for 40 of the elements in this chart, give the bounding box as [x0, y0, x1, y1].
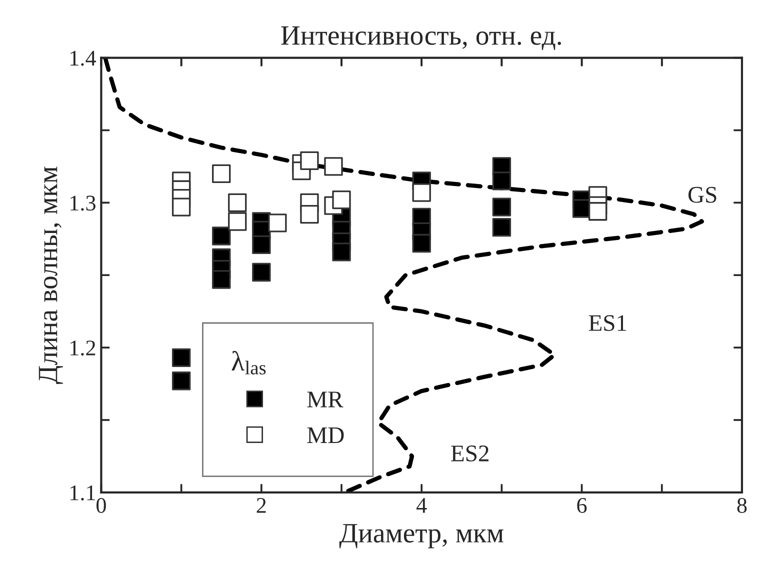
point	[492, 218, 512, 237]
point	[212, 164, 231, 184]
y-tick-label: 1.1	[70, 485, 96, 500]
point	[588, 202, 608, 221]
x-tick-label: 6	[577, 498, 587, 513]
point	[324, 157, 343, 176]
x2-axis-title: Интенсивность, отн. ед.	[281, 26, 561, 50]
x-tick-label: 8	[737, 498, 747, 513]
point	[332, 190, 351, 210]
x-tick-label: 2	[256, 498, 266, 513]
y-axis-title: Длина волны, мкм	[38, 166, 64, 384]
legend-label: MD	[307, 427, 344, 443]
point	[228, 212, 247, 231]
point	[212, 270, 231, 289]
x-tick-label: 4	[416, 498, 427, 513]
point	[172, 198, 191, 216]
point	[492, 198, 512, 216]
point	[212, 226, 231, 246]
legend-title: λ$_{las}$	[232, 350, 266, 374]
point	[300, 151, 319, 170]
y-tick-label: 1.2	[70, 340, 96, 356]
point	[252, 235, 271, 254]
point	[252, 262, 271, 282]
y-tick-label: 1.3	[70, 196, 96, 211]
point	[412, 183, 431, 202]
point	[412, 234, 431, 253]
annotation: ES1	[588, 315, 626, 332]
x-axis-title: Диаметр, мкм	[339, 524, 504, 548]
point	[268, 214, 287, 232]
legend-label: MR	[307, 392, 344, 408]
annotation: GS	[688, 186, 716, 203]
y-tick-label: 1.4	[70, 50, 96, 66]
annotation: ES2	[451, 446, 488, 462]
x-tick-label: 0	[96, 498, 106, 513]
point	[172, 372, 191, 390]
point	[172, 348, 191, 368]
point	[492, 172, 512, 190]
point	[332, 242, 351, 262]
point	[228, 193, 247, 212]
point	[300, 204, 319, 224]
